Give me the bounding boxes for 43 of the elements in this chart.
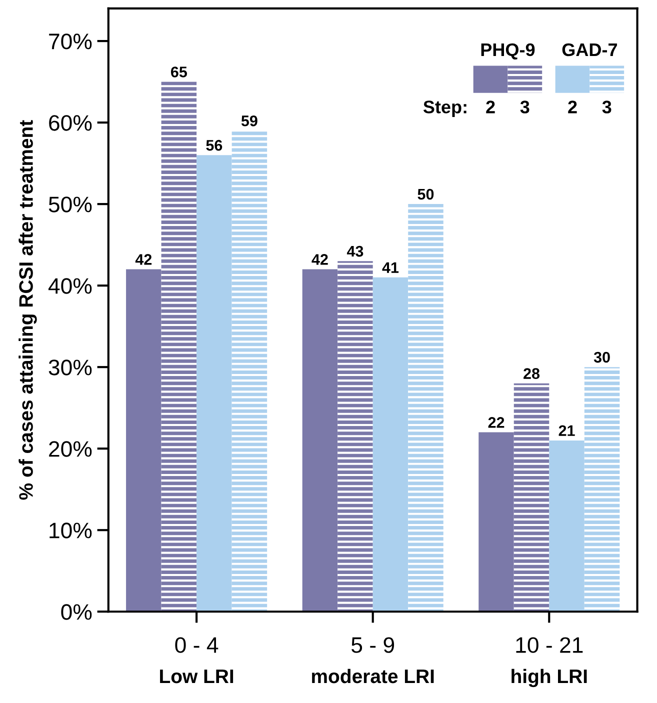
data-label: 30 bbox=[594, 352, 610, 363]
bar bbox=[196, 155, 232, 612]
bar bbox=[514, 383, 550, 612]
data-label: 43 bbox=[346, 246, 364, 257]
y-tick-label: 50% bbox=[48, 196, 92, 212]
legend-label: 3 bbox=[520, 100, 530, 114]
bar bbox=[126, 269, 162, 612]
data-label: 50 bbox=[418, 188, 434, 200]
category-label: 10 - 21 high LRI bbox=[512, 637, 587, 688]
legend-label: 2 bbox=[486, 100, 495, 114]
y-tick-label: 30% bbox=[48, 360, 92, 376]
bar bbox=[478, 432, 514, 612]
legend-label: 2 bbox=[568, 100, 577, 114]
y-tick-label: 70% bbox=[49, 34, 92, 50]
bar bbox=[338, 261, 373, 612]
bar bbox=[302, 269, 338, 612]
data-label: 42 bbox=[135, 254, 152, 265]
data-label: 28 bbox=[524, 368, 540, 379]
legend-title: Step: bbox=[423, 100, 466, 117]
y-tick-label: 40% bbox=[48, 278, 92, 294]
category-label: 5 - 9 moderate LRI bbox=[312, 637, 434, 684]
data-label: 22 bbox=[488, 417, 504, 428]
annotation: GAD-7 bbox=[562, 43, 617, 56]
bar bbox=[372, 277, 408, 612]
y-tick-label: 60% bbox=[49, 115, 92, 131]
y-tick-label: 0% bbox=[61, 604, 92, 620]
data-label: 41 bbox=[382, 262, 399, 273]
data-label: 56 bbox=[206, 140, 222, 151]
y-tick-label: 10% bbox=[50, 522, 92, 538]
category-label: 0 - 4 Low LRI bbox=[160, 637, 234, 684]
bar bbox=[408, 204, 444, 612]
y-tick-label: 20% bbox=[49, 441, 92, 457]
legend-label: 3 bbox=[602, 100, 612, 114]
data-label: 42 bbox=[312, 254, 328, 265]
data-label: 21 bbox=[558, 425, 575, 436]
data-label: 65 bbox=[170, 66, 187, 78]
bar bbox=[584, 367, 620, 612]
annotation: PHQ-9 bbox=[481, 43, 535, 60]
bar bbox=[232, 130, 268, 612]
bar bbox=[549, 440, 584, 612]
y-axis-title: % of cases attaining RCSI after treatment bbox=[18, 120, 37, 500]
data-label: 59 bbox=[241, 115, 258, 126]
bar bbox=[161, 82, 197, 612]
